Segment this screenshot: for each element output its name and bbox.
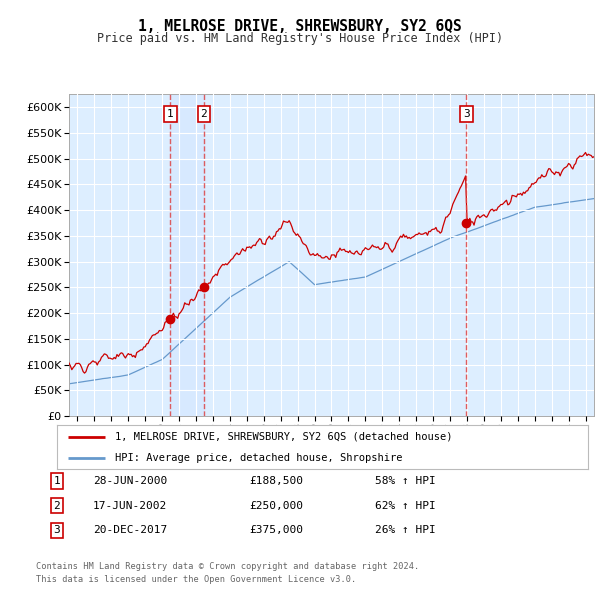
Text: 1: 1 (53, 476, 61, 486)
Text: 58% ↑ HPI: 58% ↑ HPI (375, 476, 436, 486)
Text: 3: 3 (463, 109, 470, 119)
Text: 1: 1 (167, 109, 174, 119)
Text: £250,000: £250,000 (249, 501, 303, 510)
Text: HPI: Average price, detached house, Shropshire: HPI: Average price, detached house, Shro… (115, 453, 403, 463)
Text: 2: 2 (53, 501, 61, 510)
Text: £375,000: £375,000 (249, 526, 303, 535)
Bar (170, 94, 204, 416)
Text: Price paid vs. HM Land Registry's House Price Index (HPI): Price paid vs. HM Land Registry's House … (97, 32, 503, 45)
Text: 3: 3 (53, 526, 61, 535)
Text: This data is licensed under the Open Government Licence v3.0.: This data is licensed under the Open Gov… (36, 575, 356, 584)
Text: £188,500: £188,500 (249, 476, 303, 486)
Text: 28-JUN-2000: 28-JUN-2000 (93, 476, 167, 486)
Text: 1, MELROSE DRIVE, SHREWSBURY, SY2 6QS (detached house): 1, MELROSE DRIVE, SHREWSBURY, SY2 6QS (d… (115, 432, 453, 442)
Text: 62% ↑ HPI: 62% ↑ HPI (375, 501, 436, 510)
Text: Contains HM Land Registry data © Crown copyright and database right 2024.: Contains HM Land Registry data © Crown c… (36, 562, 419, 571)
Text: 1, MELROSE DRIVE, SHREWSBURY, SY2 6QS: 1, MELROSE DRIVE, SHREWSBURY, SY2 6QS (138, 19, 462, 34)
Text: 20-DEC-2017: 20-DEC-2017 (93, 526, 167, 535)
Text: 2: 2 (200, 109, 207, 119)
Text: 17-JUN-2002: 17-JUN-2002 (93, 501, 167, 510)
Text: 26% ↑ HPI: 26% ↑ HPI (375, 526, 436, 535)
